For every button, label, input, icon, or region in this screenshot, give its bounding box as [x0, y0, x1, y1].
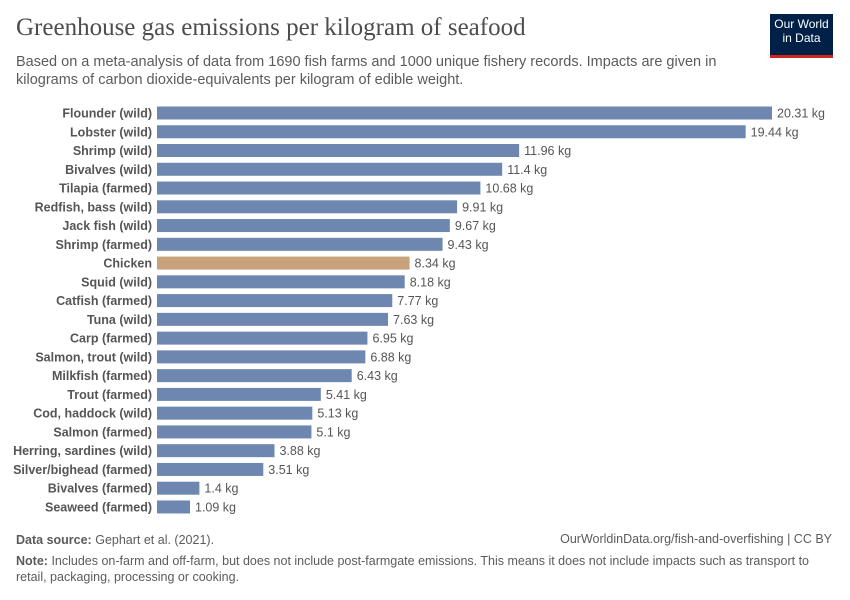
source-label: Data source: — [16, 533, 92, 547]
category-label: Squid (wild) — [81, 275, 152, 289]
value-label: 8.34 kg — [415, 257, 456, 271]
value-label: 5.41 kg — [326, 388, 367, 402]
category-label: Redfish, bass (wild) — [35, 200, 152, 214]
category-label: Bivalves (farmed) — [48, 482, 152, 496]
bar[interactable] — [157, 237, 443, 251]
value-label: 8.18 kg — [410, 275, 451, 289]
category-label: Tuna (wild) — [87, 313, 152, 327]
bar[interactable] — [157, 406, 313, 420]
bar[interactable] — [157, 462, 264, 476]
value-label: 7.77 kg — [397, 294, 438, 308]
value-label: 20.31 kg — [777, 107, 825, 121]
bar[interactable] — [157, 331, 368, 345]
value-label: 10.68 kg — [485, 182, 533, 196]
category-label: Milkfish (farmed) — [52, 369, 152, 383]
value-label: 3.88 kg — [279, 444, 320, 458]
category-label: Jack fish (wild) — [62, 219, 152, 233]
value-label: 6.88 kg — [370, 350, 411, 364]
bar[interactable] — [157, 481, 200, 495]
bar[interactable] — [157, 162, 503, 176]
value-label: 7.63 kg — [393, 313, 434, 327]
bar[interactable] — [157, 444, 275, 458]
bar[interactable] — [157, 256, 410, 270]
category-label: Salmon (farmed) — [53, 425, 152, 439]
bar[interactable] — [157, 181, 481, 195]
note-label: Note: — [16, 554, 48, 568]
value-label: 5.13 kg — [317, 407, 358, 421]
value-label: 11.96 kg — [524, 144, 571, 158]
bar[interactable] — [157, 275, 405, 289]
bar[interactable] — [157, 350, 366, 364]
category-label: Lobster (wild) — [70, 125, 152, 139]
bar[interactable] — [157, 369, 352, 383]
category-label: Silver/bighead (farmed) — [13, 463, 152, 477]
value-label: 5.1 kg — [316, 425, 350, 439]
category-label: Shrimp (farmed) — [55, 238, 152, 252]
bar[interactable] — [157, 219, 450, 233]
value-label: 3.51 kg — [268, 463, 309, 477]
bar[interactable] — [157, 500, 191, 514]
bar[interactable] — [157, 106, 772, 120]
chart-subtitle: Based on a meta-analysis of data from 16… — [16, 54, 717, 88]
note: Note: Includes on-farm and off-farm, but… — [16, 553, 826, 585]
category-label: Seaweed (farmed) — [45, 500, 152, 514]
bar[interactable] — [157, 200, 458, 214]
bar[interactable] — [157, 312, 389, 326]
category-label: Cod, haddock (wild) — [33, 407, 152, 421]
category-label: Bivalves (wild) — [65, 163, 152, 177]
category-label: Flounder (wild) — [62, 107, 152, 121]
value-label: 19.44 kg — [751, 125, 799, 139]
category-label: Carp (farmed) — [70, 332, 152, 346]
value-label: 6.95 kg — [372, 332, 413, 346]
category-label: Herring, sardines (wild) — [13, 444, 152, 458]
bar[interactable] — [157, 425, 312, 439]
value-label: 11.4 kg — [507, 163, 547, 177]
value-label: 1.4 kg — [204, 482, 238, 496]
value-label: 9.91 kg — [462, 200, 503, 214]
data-source: Data source: Gephart et al. (2021). — [16, 532, 836, 548]
category-label: Tilapia (farmed) — [59, 182, 152, 196]
value-label: 9.43 kg — [448, 238, 489, 252]
owid-logo[interactable]: Our World in Data — [770, 14, 833, 58]
value-label: 9.67 kg — [455, 219, 496, 233]
category-label: Salmon, trout (wild) — [35, 350, 152, 364]
bar[interactable] — [157, 144, 520, 158]
source-text[interactable]: Gephart et al. (2021). — [95, 533, 215, 547]
bar[interactable] — [157, 294, 393, 308]
value-label: 6.43 kg — [357, 369, 398, 383]
value-label: 1.09 kg — [195, 500, 236, 514]
bar[interactable] — [157, 125, 746, 139]
note-text: Includes on-farm and off-farm, but does … — [16, 554, 809, 584]
chart-title: Greenhouse gas emissions per kilogram of… — [16, 14, 526, 41]
category-label: Trout (farmed) — [67, 388, 152, 402]
category-label: Shrimp (wild) — [73, 144, 152, 158]
category-label: Catfish (farmed) — [56, 294, 152, 308]
bar-chart: Flounder (wild) 20.31 kg Lobster (wild) 19.… — [13, 106, 825, 514]
source-url[interactable]: OurWorldinData.org/fish-and-overfishing … — [560, 532, 832, 546]
category-label: Chicken — [103, 257, 152, 271]
bar[interactable] — [157, 387, 321, 401]
